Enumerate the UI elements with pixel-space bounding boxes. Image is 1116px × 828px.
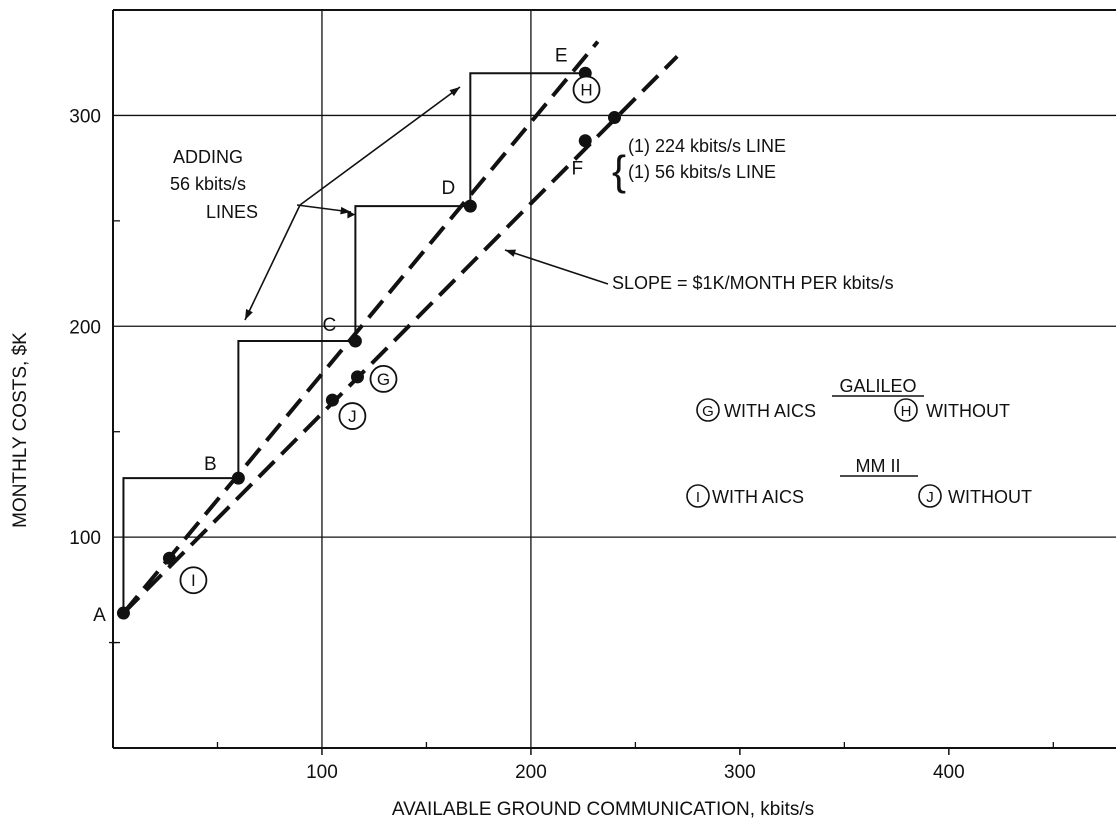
series-layer bbox=[121, 40, 679, 615]
point-label-E: E bbox=[555, 45, 568, 66]
point-label-I: I bbox=[191, 571, 196, 590]
slope-arrow-shaft bbox=[504, 249, 609, 285]
adding-arrow-lower-head bbox=[245, 309, 253, 320]
point-label-H: H bbox=[580, 81, 592, 100]
dashed-series-line-2 bbox=[122, 54, 679, 615]
point-label-ring-J bbox=[338, 402, 367, 430]
annotation-adding-line2: 56 kbits/s bbox=[170, 174, 246, 194]
slope-arrow-head bbox=[505, 249, 516, 257]
point-label-ring-I bbox=[179, 566, 208, 595]
dashed-series-line-1 bbox=[121, 40, 600, 615]
point-label-ring-G bbox=[369, 364, 398, 393]
y-tick-label-100: 100 bbox=[69, 528, 101, 549]
x-tick-label-400: 400 bbox=[933, 762, 965, 783]
y-tick-label-300: 300 bbox=[69, 106, 101, 127]
point-label-C: C bbox=[323, 315, 337, 336]
legend-symbol-h-circle bbox=[894, 398, 918, 422]
points-layer: A B C D E F H G J I bbox=[93, 45, 621, 626]
legend-galileo-title: GALILEO bbox=[839, 376, 916, 396]
point-label-ring-H bbox=[572, 75, 601, 104]
legend-symbol-i: I bbox=[696, 489, 700, 506]
legend-mm-without: WITHOUT bbox=[948, 487, 1032, 507]
point-G bbox=[350, 370, 364, 384]
x-tick-label-100: 100 bbox=[306, 762, 338, 783]
point-label-G: G bbox=[377, 370, 390, 389]
adding-arrow-mid-head bbox=[340, 206, 351, 215]
annotation-slope: SLOPE = $1K/MONTH PER kbits/s bbox=[612, 273, 894, 293]
point-B bbox=[231, 471, 245, 485]
point-D bbox=[463, 199, 477, 213]
point-H bbox=[608, 111, 621, 125]
legend-galileo-without: WITHOUT bbox=[926, 401, 1010, 421]
adding-arrow-upper-shaft bbox=[299, 86, 461, 206]
legend-symbol-g-circle bbox=[696, 398, 720, 422]
adding-arrow-upper-head bbox=[449, 87, 460, 97]
annotation-line-56: (1) 56 kbits/s LINE bbox=[628, 162, 776, 182]
annotation-adding-line1: ADDING bbox=[173, 147, 243, 167]
point-J bbox=[325, 393, 339, 407]
legend-symbol-j: J bbox=[926, 489, 934, 506]
annotation-layer: ADDING 56 kbits/s LINES { (1) 224 kbits/… bbox=[10, 136, 1032, 820]
x-tick-label-200: 200 bbox=[515, 762, 547, 783]
annotation-line-224: (1) 224 kbits/s LINE bbox=[628, 136, 786, 156]
legend-symbol-g: G bbox=[702, 403, 714, 420]
legend-symbol-j-circle bbox=[918, 484, 942, 508]
legend-mm-with: WITH AICS bbox=[712, 487, 804, 507]
legend-mm-title: MM II bbox=[856, 456, 901, 476]
legend-symbol-i-circle bbox=[686, 484, 710, 508]
point-label-A: A bbox=[93, 605, 106, 626]
point-I bbox=[162, 551, 176, 565]
point-label-F: F bbox=[571, 159, 583, 180]
x-axis-title: AVAILABLE GROUND COMMUNICATION, kbits/s bbox=[392, 799, 814, 820]
point-label-D: D bbox=[441, 178, 455, 199]
annotation-adding-line3: LINES bbox=[206, 202, 258, 222]
y-axis-title: MONTHLY COSTS, $K bbox=[10, 332, 31, 528]
point-F bbox=[578, 134, 592, 148]
point-label-B: B bbox=[204, 454, 217, 475]
annotation-brace: { bbox=[612, 147, 626, 194]
x-tick-label-300: 300 bbox=[724, 762, 756, 783]
y-tick-label-200: 200 bbox=[69, 317, 101, 338]
point-C bbox=[348, 334, 362, 348]
point-A bbox=[116, 606, 130, 620]
legend-galileo-with: WITH AICS bbox=[724, 401, 816, 421]
legend-symbol-h: H bbox=[901, 403, 912, 420]
legend: GALILEO G WITH AICS H WITHOUT MM II I WI… bbox=[686, 376, 1032, 508]
point-label-J: J bbox=[348, 407, 357, 426]
adding-arrow-lower-shaft bbox=[244, 204, 301, 321]
axes-layer: 100 200 300 400 100 200 300 bbox=[69, 9, 1116, 783]
